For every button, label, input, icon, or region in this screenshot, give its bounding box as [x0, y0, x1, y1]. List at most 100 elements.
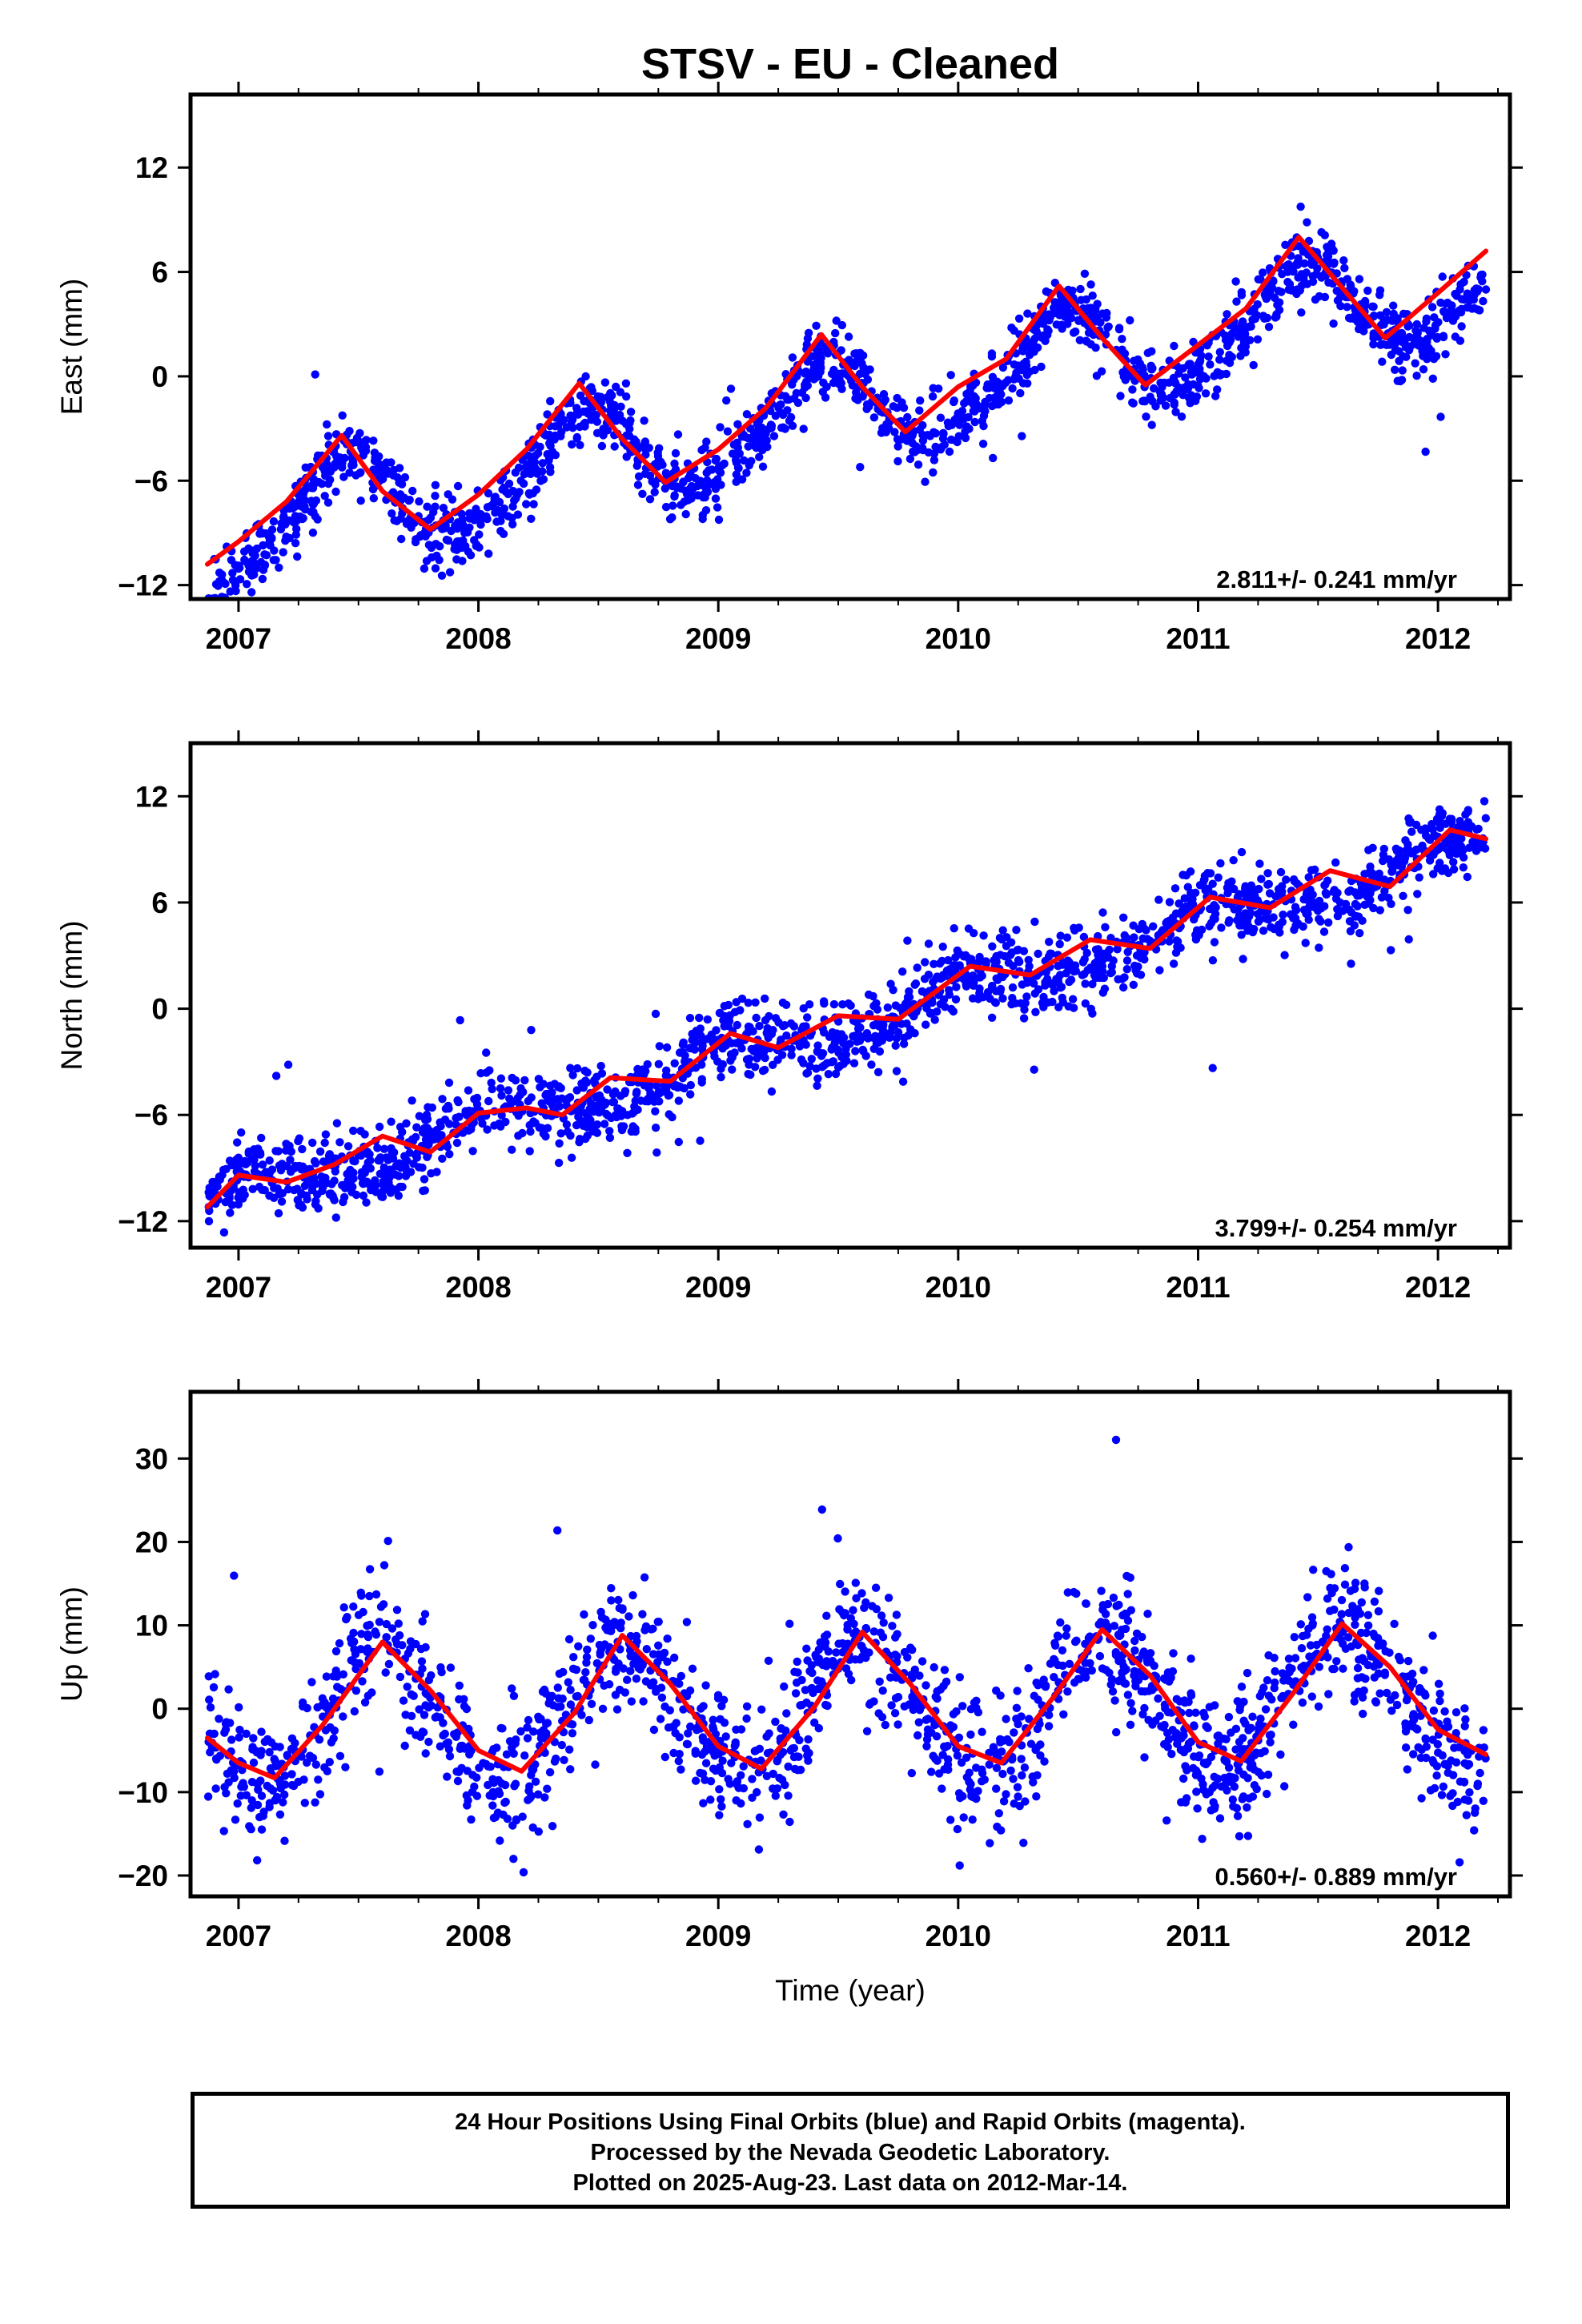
- east-data-point: [877, 428, 886, 437]
- north-data-point: [343, 1142, 353, 1151]
- north-data-point: [640, 1070, 648, 1079]
- up-data-point: [859, 1646, 869, 1655]
- east-data-point: [572, 432, 581, 442]
- north-data-point: [589, 1107, 598, 1116]
- up-data-point: [893, 1720, 902, 1729]
- north-x-tick-label: 2012: [1405, 1271, 1471, 1304]
- north-data-point: [495, 1119, 504, 1128]
- east-data-point: [1297, 270, 1306, 279]
- east-data-point: [279, 513, 288, 522]
- up-data-point: [1189, 1763, 1198, 1773]
- up-data-point: [1056, 1618, 1065, 1627]
- north-data-point: [850, 1031, 860, 1040]
- north-data-point: [1433, 845, 1443, 854]
- north-data-point: [1329, 887, 1338, 897]
- up-data-point: [893, 1630, 901, 1638]
- north-data-point: [1186, 867, 1195, 876]
- up-data-point: [1278, 1669, 1287, 1678]
- east-data-point: [275, 563, 283, 572]
- up-data-point: [913, 1731, 922, 1740]
- north-data-point: [849, 1059, 859, 1068]
- up-data-point: [648, 1624, 657, 1634]
- north-data-point: [1130, 933, 1138, 942]
- north-data-point: [210, 1180, 219, 1189]
- north-data-point: [287, 1147, 295, 1156]
- up-data-point: [1041, 1681, 1050, 1690]
- east-data-point: [1327, 239, 1336, 248]
- east-data-point: [1223, 310, 1231, 319]
- north-data-point: [1119, 913, 1128, 923]
- north-data-point: [761, 1053, 769, 1063]
- north-data-point: [1302, 890, 1311, 899]
- up-data-point: [1470, 1826, 1479, 1835]
- north-data-point: [1098, 949, 1108, 959]
- up-data-point: [717, 1802, 726, 1811]
- east-data-point: [1457, 322, 1466, 331]
- north-data-point: [1063, 956, 1073, 965]
- up-data-point: [421, 1701, 430, 1710]
- north-data-point: [464, 1126, 473, 1135]
- east-data-point: [1185, 360, 1194, 368]
- east-y-tick-label: 0: [151, 360, 168, 393]
- up-data-point: [534, 1790, 543, 1799]
- north-data-point: [617, 1122, 626, 1131]
- north-data-point: [1313, 907, 1323, 915]
- up-data-point: [523, 1723, 532, 1732]
- east-data-point: [726, 384, 736, 393]
- east-data-point: [1134, 355, 1142, 364]
- east-data-point: [1271, 293, 1279, 303]
- north-data-point: [890, 1020, 900, 1030]
- east-data-point: [323, 498, 333, 507]
- north-data-point: [717, 1064, 725, 1073]
- east-data-point: [1395, 347, 1403, 356]
- up-data-point: [1261, 1705, 1271, 1714]
- up-data-point: [1452, 1708, 1461, 1717]
- north-data-point: [1472, 825, 1481, 834]
- east-data-point: [592, 428, 602, 437]
- up-data-point: [1460, 1777, 1469, 1787]
- north-data-point: [1443, 842, 1452, 852]
- up-data-point: [682, 1618, 692, 1626]
- east-data-point: [484, 489, 493, 498]
- east-data-point: [1055, 311, 1064, 320]
- east-data-point: [331, 487, 340, 497]
- east-data-point: [228, 609, 236, 617]
- east-data-point: [641, 450, 650, 459]
- figure-title: STSV - EU - Cleaned: [641, 40, 1059, 88]
- up-data-point: [331, 1647, 341, 1656]
- east-data-point: [994, 400, 1003, 409]
- north-data-point: [755, 1021, 764, 1031]
- east-data-point: [472, 540, 481, 549]
- east-data-point: [1378, 357, 1387, 366]
- north-data-point: [1346, 886, 1355, 895]
- east-data-point: [1240, 332, 1249, 341]
- up-data-point: [1355, 1655, 1363, 1664]
- east-data-point: [1102, 313, 1111, 322]
- east-data-point: [971, 378, 981, 387]
- east-data-point: [1297, 308, 1306, 317]
- up-data-point: [371, 1627, 379, 1636]
- up-data-point: [1017, 1755, 1026, 1763]
- east-data-point: [1412, 320, 1422, 329]
- east-data-point: [424, 515, 433, 525]
- up-data-point: [1161, 1704, 1170, 1713]
- east-data-point: [711, 456, 720, 465]
- north-data-point: [1461, 810, 1470, 819]
- up-data-point: [793, 1657, 801, 1667]
- north-data-point: [616, 1092, 625, 1100]
- up-data-point: [1062, 1624, 1071, 1633]
- north-data-point: [678, 1040, 688, 1049]
- east-data-point: [837, 346, 845, 355]
- north-data-point: [623, 1111, 632, 1120]
- up-data-point: [1291, 1654, 1300, 1663]
- up-data-point: [642, 1645, 651, 1654]
- north-data-point: [826, 1031, 835, 1040]
- north-data-point: [995, 934, 1005, 943]
- north-data-point: [921, 1020, 930, 1029]
- north-data-point: [319, 1157, 328, 1166]
- north-data-point: [1301, 939, 1310, 947]
- north-data-point: [408, 1096, 416, 1105]
- north-data-point: [596, 1104, 606, 1114]
- east-data-point: [711, 494, 721, 503]
